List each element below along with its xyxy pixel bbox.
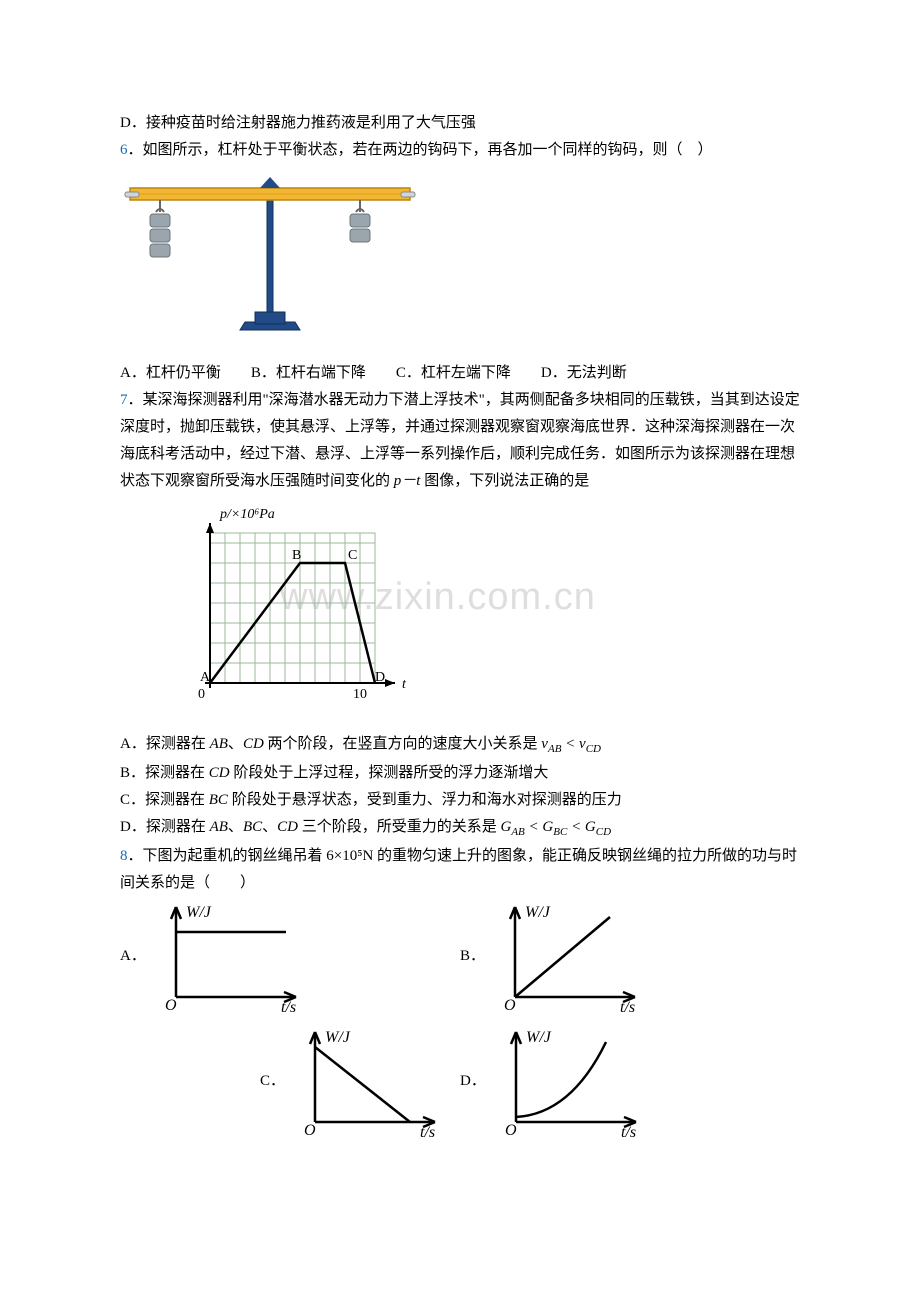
q8-d-fig: W/J t/s O — [491, 1022, 651, 1142]
svg-text:W/J: W/J — [325, 1029, 351, 1046]
svg-text:t: t — [402, 677, 407, 692]
q7d-m2: 、 — [262, 819, 277, 835]
q7a-ab: AB — [210, 736, 228, 752]
q6-stem: 6．如图所示，杠杆处于平衡状态，若在两边的钩码下，再各加一个同样的钩码，则（ ） — [120, 137, 800, 164]
q7-text2: 图像，下列说法正确的是 — [420, 473, 589, 489]
svg-text:W/J: W/J — [525, 904, 551, 921]
q7d-m1: 、 — [228, 819, 243, 835]
svg-text:t/s: t/s — [420, 1124, 435, 1141]
svg-text:0: 0 — [198, 687, 205, 702]
q8-b-fig: W/J t/s O — [490, 897, 650, 1017]
lever-diagram — [120, 172, 440, 342]
svg-text:t/s: t/s — [620, 999, 635, 1016]
svg-text:C: C — [348, 548, 357, 563]
q8-b-wrap: B． W/J t/s O — [460, 897, 800, 1017]
q7-stem: 7．某深海探测器利用"深海潜水器无动力下潜上浮技术"，其两侧配备多块相同的压载铁… — [120, 387, 800, 495]
q6-a: A．杠杆仍平衡 — [120, 360, 221, 387]
q8-options: A． W/J t/s O B． W/J t/s O C． — [120, 897, 800, 1147]
q6-figure — [120, 172, 800, 352]
q7a-post: 两个阶段，在竖直方向的速度大小关系是 — [264, 736, 542, 752]
q8-b-label: B． — [460, 943, 485, 970]
svg-text:A: A — [200, 670, 211, 685]
q7-pt: p－t — [394, 473, 421, 489]
q7-option-d: D．探测器在 AB、BC、CD 三个阶段，所受重力的关系是 GAB < GBC … — [120, 814, 800, 843]
q7a-m: 、 — [228, 736, 243, 752]
svg-text:W/J: W/J — [186, 904, 212, 921]
svg-text:10: 10 — [353, 687, 367, 702]
svg-text:O: O — [165, 997, 177, 1014]
pt-chart: p/×10⁶Pa — [170, 503, 430, 713]
q7a-rel: vAB < vCD — [541, 736, 601, 752]
q7c-pre: C．探测器在 — [120, 792, 209, 808]
q6-text: ．如图所示，杠杆处于平衡状态，若在两边的钩码下，再各加一个同样的钩码，则（ ） — [128, 142, 713, 158]
q6-d: D．无法判断 — [541, 360, 627, 387]
q8-c-wrap: C． W/J t/s O — [120, 1022, 460, 1142]
q6-b: B．杠杆右端下降 — [251, 360, 366, 387]
q7-option-c: C．探测器在 BC 阶段处于悬浮状态，受到重力、浮力和海水对探测器的压力 — [120, 787, 800, 814]
svg-text:O: O — [504, 997, 516, 1014]
svg-text:t/s: t/s — [281, 999, 296, 1016]
q8-d-wrap: D． W/J t/s O — [460, 1022, 800, 1142]
q8-a-wrap: A． W/J t/s O — [120, 897, 460, 1017]
q7b-pre: B．探测器在 — [120, 765, 209, 781]
q7d-cd: CD — [277, 819, 298, 835]
q7d-pre: D．探测器在 — [120, 819, 210, 835]
q7-figure-wrap: www.zixin.com.cn p/×10⁶Pa — [170, 503, 800, 723]
svg-text:p/×10⁶Pa: p/×10⁶Pa — [219, 507, 275, 522]
q6-options: A．杠杆仍平衡 B．杠杆右端下降 C．杠杆左端下降 D．无法判断 — [120, 360, 800, 387]
q8-c-fig: W/J t/s O — [290, 1022, 450, 1142]
q6-num: 6 — [120, 142, 128, 158]
q8-a-label: A． — [120, 943, 146, 970]
q7a-cd: CD — [243, 736, 264, 752]
q7c-post: 阶段处于悬浮状态，受到重力、浮力和海水对探测器的压力 — [228, 792, 622, 808]
q7b-post: 阶段处于上浮过程，探测器所受的浮力逐渐增大 — [230, 765, 549, 781]
q7-option-b: B．探测器在 CD 阶段处于上浮过程，探测器所受的浮力逐渐增大 — [120, 760, 800, 787]
svg-text:O: O — [505, 1122, 517, 1139]
q5-option-d: D．接种疫苗时给注射器施力推药液是利用了大气压强 — [120, 110, 800, 137]
svg-text:O: O — [304, 1122, 316, 1139]
q8-stem: 8．下图为起重机的钢丝绳吊着 6×10⁵N 的重物匀速上升的图象，能正确反映钢丝… — [120, 843, 800, 897]
svg-text:W/J: W/J — [526, 1029, 552, 1046]
q7d-ab: AB — [210, 819, 228, 835]
q6-c: C．杠杆左端下降 — [396, 360, 511, 387]
q8-a-fig: W/J t/s O — [151, 897, 311, 1017]
q7-num: 7 — [120, 392, 128, 408]
svg-text:D: D — [375, 670, 385, 685]
q8-d-label: D． — [460, 1068, 486, 1095]
q7d-rel: GAB < GBC < GCD — [500, 819, 611, 835]
q7d-bc: BC — [243, 819, 262, 835]
svg-text:t/s: t/s — [621, 1124, 636, 1141]
q7b-cd: CD — [209, 765, 230, 781]
q8-num: 8 — [120, 848, 128, 864]
q7a-pre: A．探测器在 — [120, 736, 210, 752]
q7c-bc: BC — [209, 792, 228, 808]
svg-text:B: B — [292, 548, 301, 563]
q7-option-a: A．探测器在 AB、CD 两个阶段，在竖直方向的速度大小关系是 vAB < vC… — [120, 731, 800, 760]
q7d-post: 三个阶段，所受重力的关系是 — [298, 819, 501, 835]
q8-text: ．下图为起重机的钢丝绳吊着 6×10⁵N 的重物匀速上升的图象，能正确反映钢丝绳… — [120, 848, 797, 891]
q8-c-label: C． — [260, 1068, 285, 1095]
